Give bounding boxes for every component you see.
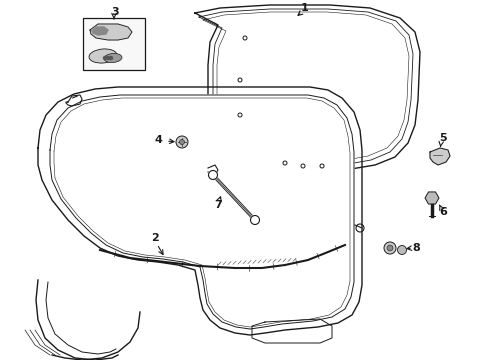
Circle shape xyxy=(301,164,305,168)
Circle shape xyxy=(103,57,106,59)
Circle shape xyxy=(106,57,109,59)
Polygon shape xyxy=(424,192,438,204)
Circle shape xyxy=(238,78,242,82)
Circle shape xyxy=(179,139,184,144)
Ellipse shape xyxy=(104,53,122,63)
Circle shape xyxy=(208,171,217,180)
Polygon shape xyxy=(38,87,361,335)
Circle shape xyxy=(397,246,406,255)
Circle shape xyxy=(386,245,392,251)
Circle shape xyxy=(176,136,187,148)
Text: 3: 3 xyxy=(111,7,119,17)
Circle shape xyxy=(109,57,112,59)
Text: 4: 4 xyxy=(154,135,162,145)
Text: 1: 1 xyxy=(301,3,308,13)
Polygon shape xyxy=(90,24,132,40)
Circle shape xyxy=(250,216,259,225)
Circle shape xyxy=(243,36,246,40)
Ellipse shape xyxy=(89,49,117,63)
Text: 2: 2 xyxy=(151,233,159,243)
Circle shape xyxy=(319,164,324,168)
Polygon shape xyxy=(195,5,419,172)
FancyArrowPatch shape xyxy=(72,96,77,98)
Text: 8: 8 xyxy=(411,243,419,253)
Circle shape xyxy=(283,161,286,165)
Polygon shape xyxy=(92,27,108,35)
Text: 7: 7 xyxy=(214,200,222,210)
Circle shape xyxy=(238,113,242,117)
Polygon shape xyxy=(429,148,449,165)
Circle shape xyxy=(383,242,395,254)
Bar xyxy=(83,18,145,70)
Text: 5: 5 xyxy=(438,133,446,143)
Polygon shape xyxy=(50,95,353,329)
Text: 6: 6 xyxy=(438,207,446,217)
